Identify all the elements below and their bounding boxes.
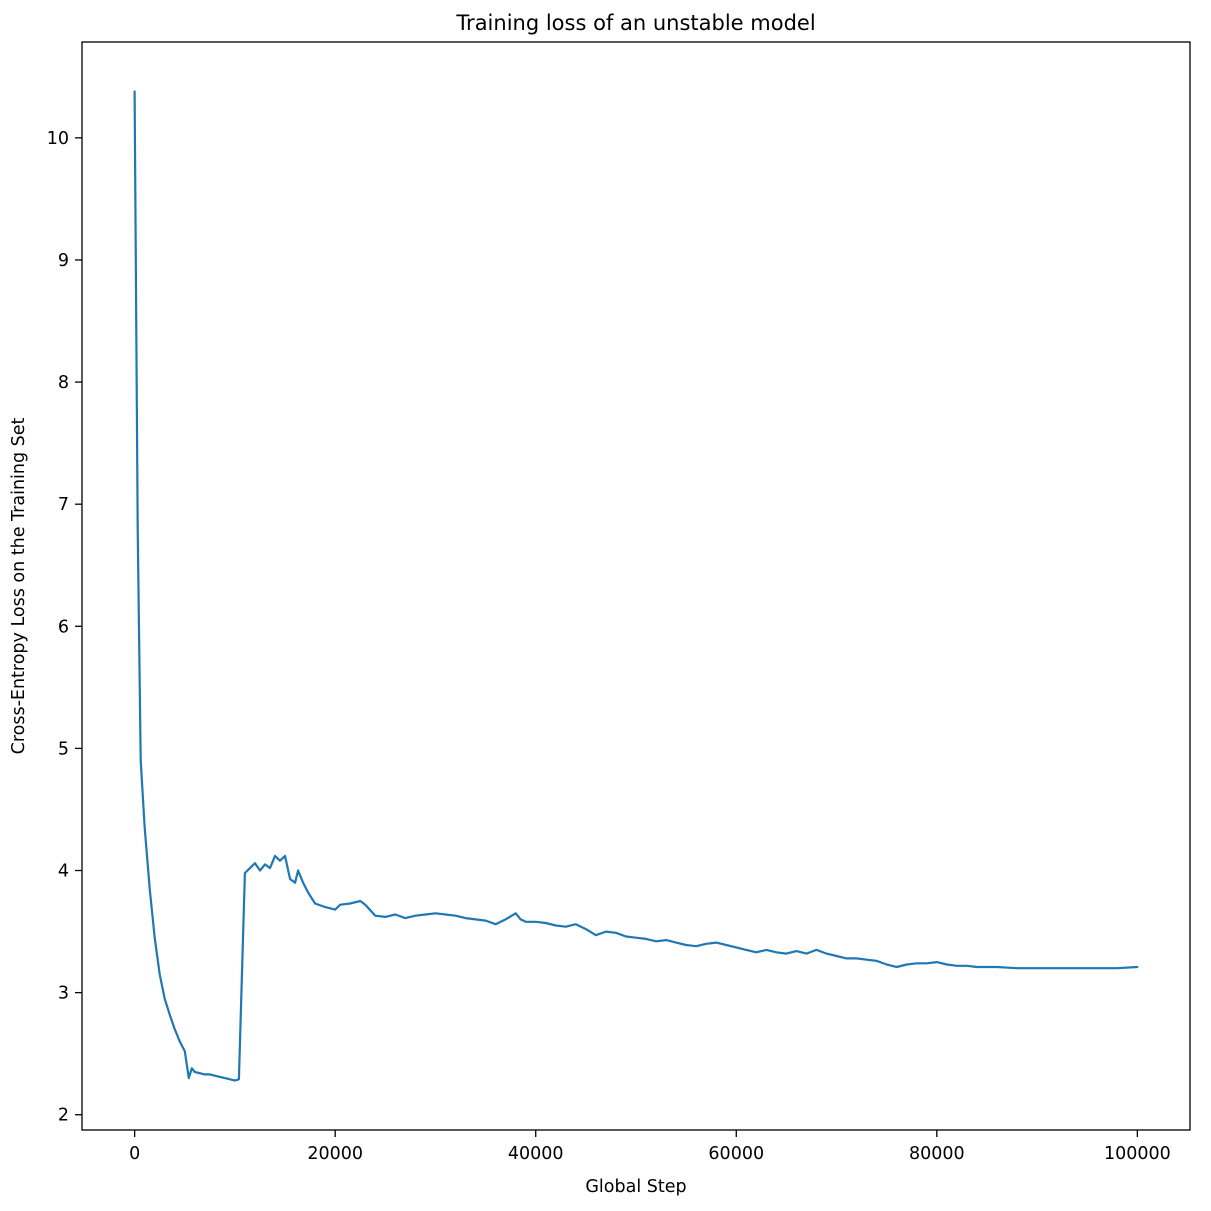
x-tick-label: 20000 xyxy=(307,1144,363,1164)
y-axis-label: Cross-Entropy Loss on the Training Set xyxy=(9,417,29,754)
y-tick-label: 10 xyxy=(47,129,69,149)
y-tick-label: 6 xyxy=(58,617,69,637)
loss-line xyxy=(133,90,1139,1082)
x-tick-label: 100000 xyxy=(1104,1144,1171,1164)
y-tick-label: 9 xyxy=(58,251,69,271)
y-tick-label: 5 xyxy=(58,739,69,759)
x-tick-label: 0 xyxy=(129,1144,140,1164)
y-tick-label: 3 xyxy=(58,984,69,1004)
x-tick-label: 40000 xyxy=(508,1144,564,1164)
axes-spines xyxy=(81,41,1191,1131)
chart-title: Training loss of an unstable model xyxy=(455,11,815,35)
y-tick-label: 8 xyxy=(58,373,69,393)
plot-area: 0 20000 40000 60000 80000 100000 2 3 4 5 6 7 8 9 10 xyxy=(47,41,1191,1164)
y-tick-label: 7 xyxy=(58,495,69,515)
y-tick-label: 2 xyxy=(58,1106,69,1126)
x-axis-label: Global Step xyxy=(585,1177,686,1197)
x-tick-label: 60000 xyxy=(708,1144,764,1164)
y-tick-label: 4 xyxy=(58,862,69,882)
x-tick-label: 80000 xyxy=(909,1144,965,1164)
